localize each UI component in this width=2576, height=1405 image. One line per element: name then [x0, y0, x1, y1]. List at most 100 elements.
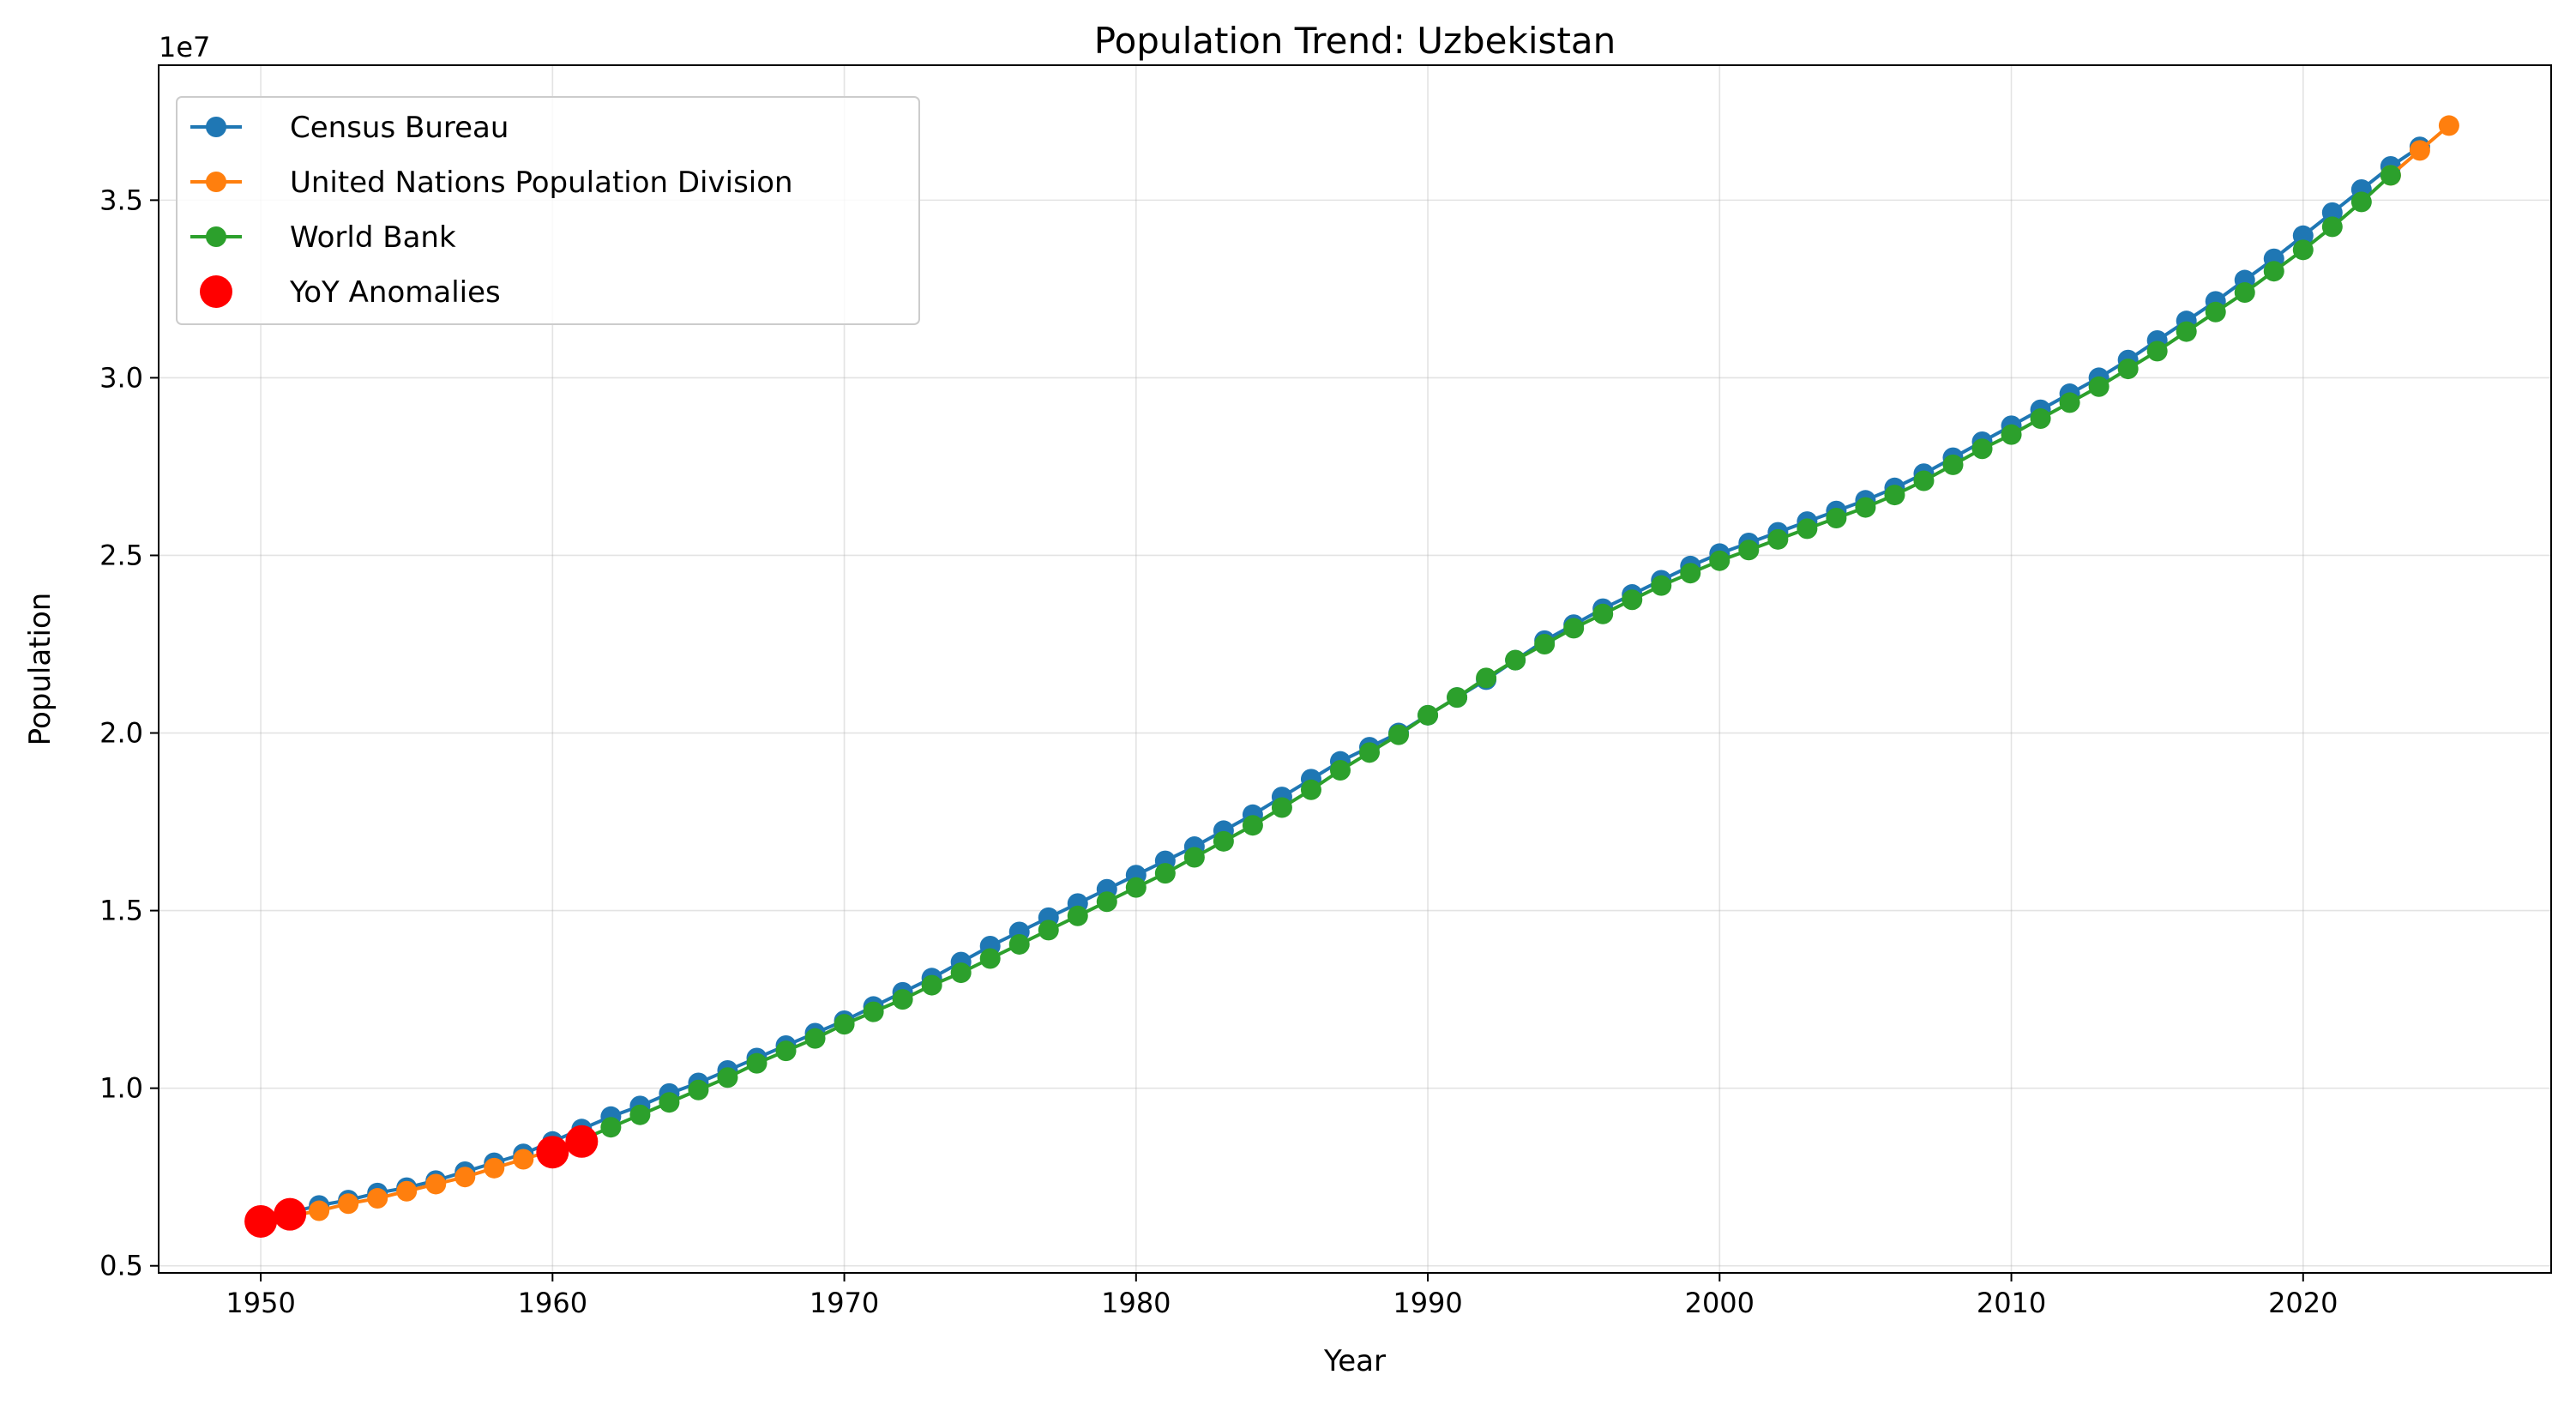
- y-tick-label: 1.5: [99, 895, 143, 927]
- data-point: [1183, 847, 1205, 868]
- data-point: [1067, 905, 1088, 926]
- x-axis-label: Year: [1323, 1344, 1386, 1378]
- data-point: [2088, 376, 2110, 397]
- data-point: [1359, 742, 1381, 763]
- x-tick-label: 2000: [1685, 1287, 1754, 1319]
- chart-title: Population Trend: Uzbekistan: [1094, 20, 1616, 62]
- series-layer: [244, 115, 2459, 1238]
- legend-label: Census Bureau: [290, 111, 509, 145]
- data-point: [396, 1180, 418, 1202]
- plot-area-frame: [158, 64, 2552, 1274]
- data-point: [717, 1067, 738, 1088]
- data-point: [1738, 540, 1760, 561]
- data-point: [1505, 649, 1526, 671]
- x-tick-label: 2020: [2268, 1287, 2338, 1319]
- series-line: [551, 173, 2392, 1155]
- data-point: [367, 1188, 388, 1209]
- data-point: [1622, 589, 1643, 611]
- y-tick-label: 3.5: [99, 184, 143, 216]
- data-point: [1213, 830, 1234, 852]
- data-point: [1767, 528, 1789, 550]
- data-point: [565, 1125, 599, 1158]
- data-point: [1797, 518, 1818, 540]
- data-point: [2409, 140, 2430, 161]
- data-point: [1388, 724, 1410, 745]
- data-point: [2117, 359, 2139, 380]
- data-point: [1300, 779, 1321, 800]
- data-point: [1038, 920, 1059, 941]
- data-point: [1329, 760, 1351, 781]
- y-tick-label: 1.0: [99, 1072, 143, 1105]
- x-tick-label: 1990: [1393, 1287, 1462, 1319]
- data-point: [2292, 225, 2314, 246]
- legend-label: YoY Anomalies: [289, 275, 501, 310]
- data-point: [513, 1149, 534, 1170]
- data-point: [979, 948, 1001, 969]
- data-point: [2263, 261, 2284, 282]
- legend-label: United Nations Population Division: [290, 166, 793, 200]
- data-point: [2292, 239, 2314, 261]
- data-point: [688, 1079, 709, 1100]
- data-point: [425, 1173, 447, 1195]
- data-point: [484, 1157, 505, 1179]
- data-point: [2350, 191, 2372, 213]
- x-tick-label: 1970: [810, 1287, 879, 1319]
- legend-item: United Nations Population Division: [190, 166, 793, 200]
- data-point: [1855, 497, 1876, 518]
- data-point: [659, 1092, 680, 1113]
- legend-item: YoY Anomalies: [200, 275, 501, 310]
- data-point: [746, 1052, 767, 1074]
- data-point: [1971, 438, 1993, 460]
- legend-item: Census Bureau: [190, 111, 509, 145]
- data-point: [1680, 563, 1701, 584]
- legend-marker: [206, 117, 226, 137]
- data-point: [1476, 667, 1497, 689]
- data-point: [1271, 797, 1292, 818]
- series-world-bank: [542, 165, 2401, 1163]
- data-point: [1534, 634, 1556, 655]
- data-point: [2146, 341, 2168, 362]
- data-point: [2001, 424, 2022, 445]
- data-point: [629, 1104, 651, 1125]
- legend-item: World Bank: [190, 220, 456, 255]
- legend-marker: [206, 172, 226, 192]
- x-tick-label: 1960: [518, 1287, 587, 1319]
- data-point: [2205, 301, 2226, 323]
- y-axis-label: Population: [23, 593, 57, 746]
- series-yoy-anomalies: [244, 1125, 599, 1238]
- data-point: [775, 1040, 797, 1062]
- data-point: [921, 974, 942, 996]
- data-point: [1242, 815, 1263, 836]
- y-tick-label: 2.5: [99, 539, 143, 571]
- x-tick-label: 2010: [1977, 1287, 2046, 1319]
- data-point: [244, 1204, 278, 1238]
- data-point: [2321, 202, 2343, 223]
- data-point: [454, 1167, 476, 1188]
- data-point: [338, 1193, 359, 1215]
- y-tick-label: 0.5: [99, 1250, 143, 1282]
- data-point: [1008, 933, 1030, 955]
- data-point: [892, 989, 913, 1010]
- data-point: [2059, 392, 2080, 413]
- data-point: [863, 1001, 884, 1022]
- y-axis-offset-label: 1e7: [159, 31, 210, 63]
- data-point: [804, 1028, 826, 1049]
- data-point: [1913, 470, 1935, 491]
- data-point: [1096, 891, 1117, 913]
- data-point: [2321, 216, 2343, 238]
- legend-marker: [206, 226, 226, 247]
- data-point: [2030, 408, 2051, 430]
- data-point: [1417, 704, 1439, 726]
- data-point: [2176, 321, 2197, 342]
- data-point: [274, 1197, 307, 1231]
- data-point: [1592, 603, 1614, 624]
- y-tick-label: 2.0: [99, 717, 143, 750]
- legend-label: World Bank: [290, 220, 456, 255]
- data-point: [1709, 550, 1730, 571]
- data-point: [1447, 687, 1468, 709]
- data-point: [2380, 165, 2401, 186]
- legend-box: [176, 96, 920, 325]
- y-tick-label: 3.0: [99, 361, 143, 394]
- data-point: [1125, 877, 1147, 898]
